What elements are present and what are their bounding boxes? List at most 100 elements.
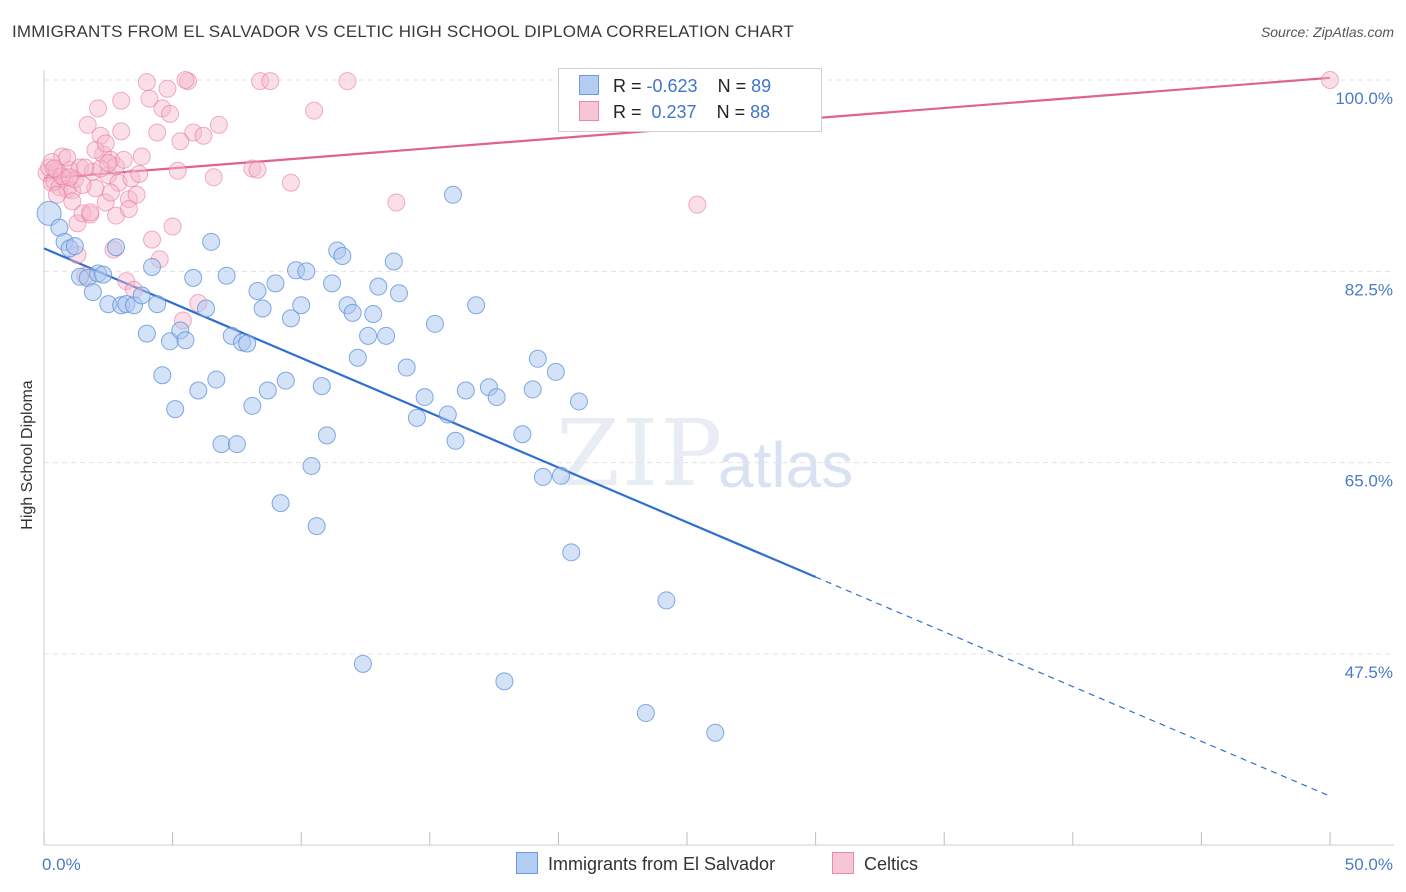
celtics-point <box>194 126 213 145</box>
el-salvador-point <box>94 265 113 284</box>
el-salvador-point <box>407 408 426 427</box>
celtics-point <box>127 185 146 204</box>
y-tick-label: 82.5% <box>1345 280 1393 299</box>
celtics-point <box>163 217 182 236</box>
legend-n-value: 89 <box>751 76 772 96</box>
el-salvador-point <box>83 283 102 302</box>
celtics-point <box>45 159 64 178</box>
legend-r-label: R = <box>613 76 647 96</box>
el-salvador-point <box>369 277 388 296</box>
celtics-point <box>114 150 133 169</box>
el-salvador-point <box>377 326 396 345</box>
legend-item-celtics: Celtics <box>832 852 918 875</box>
y-tick-label: 100.0% <box>1335 89 1393 108</box>
celtics-point <box>148 123 167 142</box>
legend-r-label: R = <box>613 102 647 122</box>
el-salvador-point <box>467 296 486 315</box>
el-salvador-point <box>456 381 475 400</box>
el-salvador-point <box>36 200 62 226</box>
y-tick-label: 47.5% <box>1345 663 1393 682</box>
el-salvador-point <box>415 388 434 407</box>
celtics-point <box>387 193 406 212</box>
celtics-point <box>338 72 357 91</box>
el-salvador-point <box>523 380 542 399</box>
celtics-point <box>132 147 151 166</box>
el-salvador-point <box>227 435 246 454</box>
celtics-point <box>248 160 267 179</box>
celtics-point <box>68 214 87 233</box>
watermark-zip: ZIP <box>556 400 725 507</box>
legend-r-value: 0.237 <box>646 102 697 122</box>
el-salvador-point <box>533 467 552 486</box>
el-salvador-point <box>132 286 151 305</box>
el-salvador-point <box>343 303 362 322</box>
legend-label: Celtics <box>864 854 919 874</box>
celtics-point <box>140 89 159 108</box>
el-salvador-point <box>207 370 226 389</box>
watermark-atlas: atlas <box>718 429 854 501</box>
celtics-point <box>112 122 131 141</box>
celtics-point <box>76 158 95 177</box>
el-salvador-point <box>202 232 221 251</box>
el-salvador-point <box>153 366 172 385</box>
el-salvador-point <box>276 371 295 390</box>
legend-row-blue: R = -0.623 N = 89 <box>579 75 771 99</box>
celtics-point <box>137 73 156 92</box>
el-salvador-point <box>143 257 162 276</box>
celtics-point <box>119 200 138 219</box>
y-tick-label: 65.0% <box>1345 472 1393 491</box>
celtics-point <box>89 99 108 118</box>
el-salvador-point <box>248 282 267 301</box>
el-salvador-point <box>266 274 285 293</box>
celtics-point <box>130 165 149 184</box>
celtics-point <box>86 140 105 159</box>
legend-n-value: 88 <box>750 102 771 122</box>
el-salvador-point <box>281 309 300 328</box>
el-salvador-point <box>569 392 588 411</box>
el-salvador-point <box>389 284 408 303</box>
celtics-point <box>99 154 118 173</box>
el-salvador-point <box>238 334 257 353</box>
el-salvador-point <box>107 238 126 257</box>
el-salvador-point <box>65 237 84 256</box>
el-salvador-point <box>364 304 383 323</box>
el-salvador-point <box>348 348 367 367</box>
source-label: Source: ZipAtlas.com <box>1260 24 1394 40</box>
celtics-point <box>168 161 187 180</box>
celtics-point <box>305 101 324 120</box>
celtics-point <box>281 173 300 192</box>
el-salvador-point <box>425 314 444 333</box>
celtics-point <box>261 72 280 91</box>
celtics-point <box>1321 71 1339 89</box>
el-salvador-point <box>317 426 336 445</box>
el-salvador-point <box>176 331 195 350</box>
celtics-point <box>184 123 203 142</box>
el-salvador-point <box>359 326 378 345</box>
el-salvador-point <box>197 299 216 318</box>
el-salvador-point <box>312 377 331 396</box>
celtics-point <box>73 204 92 223</box>
celtics-point <box>81 203 100 222</box>
celtics-point <box>688 195 707 214</box>
el-salvador-point <box>302 456 321 475</box>
el-salvador-point <box>137 324 156 343</box>
pink-swatch <box>832 852 854 874</box>
el-salvador-point <box>243 396 262 415</box>
blue-swatch <box>579 75 599 95</box>
celtics-point <box>101 183 120 202</box>
el-salvador-point <box>184 268 203 287</box>
celtics-point <box>63 192 82 211</box>
el-salvador-point <box>333 247 352 266</box>
el-salvador-point <box>397 358 416 377</box>
el-salvador-point <box>189 381 208 400</box>
el-salvador-point <box>495 672 514 691</box>
celtics-point <box>53 167 72 186</box>
el-salvador-point <box>323 274 342 293</box>
el-salvador-point <box>353 654 372 673</box>
celtics-point <box>251 72 270 91</box>
chart-title: IMMIGRANTS FROM EL SALVADOR VS CELTIC HI… <box>12 22 795 41</box>
celtics-point <box>161 104 180 123</box>
stats-legend: R = -0.623 N = 89 R = 0.237 N = 88 <box>558 68 822 132</box>
axes <box>43 70 1394 846</box>
